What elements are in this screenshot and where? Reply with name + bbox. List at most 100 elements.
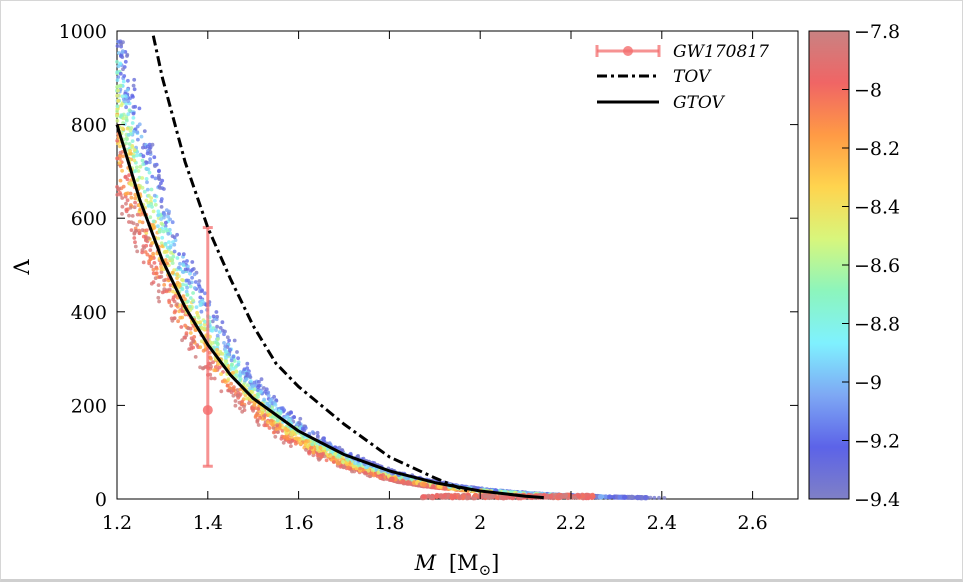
scatter-point — [212, 368, 217, 373]
scatter-point — [116, 75, 121, 79]
scatter-point — [227, 352, 231, 357]
scatter-point — [172, 249, 177, 254]
scatter-point — [200, 298, 205, 303]
scatter-point — [342, 465, 346, 469]
scatter-point — [209, 364, 213, 369]
scatter-point — [181, 262, 186, 267]
scatter-point — [125, 126, 130, 131]
scatter-point — [118, 71, 123, 76]
scatter-point — [657, 495, 661, 500]
scatter-point — [126, 87, 130, 92]
scatter-point — [198, 365, 203, 370]
scatter-point — [188, 331, 193, 335]
scatter-point — [233, 403, 238, 408]
scatter-point — [389, 476, 395, 482]
scatter-point — [310, 442, 315, 447]
scatter-point — [266, 393, 271, 398]
scatter-point — [544, 494, 550, 500]
scatter-point — [406, 480, 412, 486]
scatter-point — [132, 158, 137, 163]
scatter-point — [258, 390, 263, 394]
scatter-point — [184, 289, 189, 294]
scatter-point — [121, 116, 126, 121]
scatter-point — [220, 320, 225, 325]
scatter-point — [172, 242, 177, 247]
scatter-point — [622, 494, 628, 500]
x-tick-label: 1.8 — [374, 512, 404, 534]
scatter-point — [156, 283, 161, 287]
scatter-point — [251, 408, 256, 413]
scatter-point — [351, 464, 356, 469]
scatter-point — [188, 304, 192, 309]
scatter-point — [156, 209, 161, 214]
scatter-point — [159, 197, 164, 201]
scatter-point — [126, 78, 130, 83]
scatter-point — [120, 168, 124, 173]
scatter-point — [201, 366, 206, 370]
scatter-point — [214, 340, 219, 345]
scatter-point — [145, 187, 150, 192]
scatter-point — [129, 126, 134, 130]
scatter-point — [117, 161, 122, 165]
x-tick-label: 2.2 — [556, 512, 586, 534]
scatter-point — [157, 299, 162, 304]
scatter-point — [220, 352, 225, 356]
scatter-point — [144, 198, 149, 203]
scatter-point — [146, 167, 151, 172]
scatter-point — [165, 254, 170, 258]
scatter-point — [636, 494, 642, 501]
scatter-point — [260, 410, 265, 415]
scatter-point — [135, 130, 140, 135]
scatter-point — [198, 345, 203, 350]
scatter-point — [229, 381, 234, 386]
scatter-point — [157, 176, 161, 181]
scatter-point — [172, 310, 177, 315]
scatter-point — [274, 427, 279, 431]
scatter-point — [197, 279, 202, 283]
y-tick-label: 0 — [95, 489, 107, 511]
scatter-point — [248, 379, 253, 383]
scatter-point — [191, 298, 195, 303]
legend-label-gtov: GTOV — [673, 93, 726, 113]
scatter-point — [163, 249, 168, 254]
colorbar-tick-label: −8.6 — [854, 255, 900, 277]
scatter-point — [159, 181, 163, 186]
scatter-point — [115, 59, 119, 64]
scatter-point — [132, 87, 137, 92]
scatter-point — [232, 338, 237, 343]
scatter-point — [510, 495, 515, 501]
scatter-point — [278, 411, 283, 416]
scatter-point — [172, 316, 177, 320]
scatter-point — [652, 495, 657, 500]
scatter-point — [125, 198, 130, 203]
scatter-point — [183, 297, 187, 302]
scatter-point — [559, 494, 565, 499]
scatter-point — [128, 203, 133, 207]
scatter-point — [304, 448, 308, 452]
scatter-point — [115, 118, 120, 123]
x-axis-label-italic: M — [414, 551, 437, 575]
scatter-point — [142, 189, 147, 194]
scatter-point — [255, 388, 260, 393]
scatter-point — [158, 186, 163, 190]
scatter-point — [181, 294, 186, 298]
scatter-point — [262, 397, 266, 402]
scatter-point — [180, 338, 185, 343]
scatter-point — [175, 280, 180, 285]
scatter-point — [256, 423, 261, 427]
scatter-point — [270, 405, 275, 410]
scatter-point — [159, 205, 164, 209]
scatter-point — [337, 454, 342, 458]
scatter-point — [184, 278, 189, 283]
scatter-point — [486, 495, 492, 501]
scatter-point — [161, 229, 166, 234]
scatter-point — [265, 420, 270, 424]
scatter-point — [238, 387, 243, 392]
scatter-point — [175, 256, 180, 260]
scatter-point — [118, 144, 122, 149]
scatter-point — [199, 339, 204, 344]
x-tick-label: 1.4 — [193, 512, 223, 534]
scatter-point — [306, 439, 310, 444]
scatter-point — [142, 129, 147, 134]
scatter-point — [171, 254, 176, 259]
